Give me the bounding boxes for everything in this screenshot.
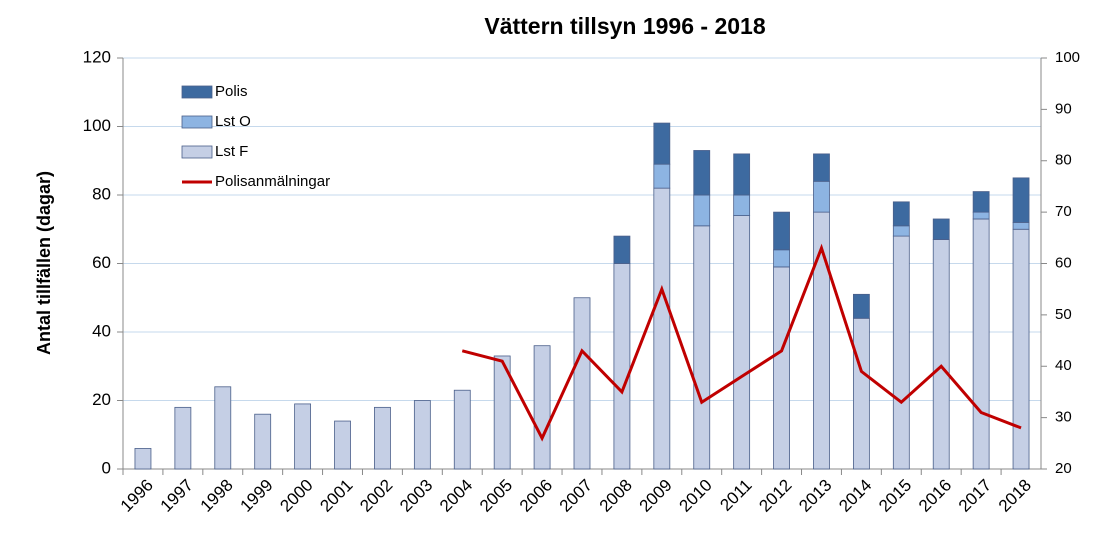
bar-segment: [773, 211, 790, 251]
y-tick-label: 0: [102, 458, 111, 477]
x-tick-label: 2005: [476, 476, 516, 516]
y-tick-label: 20: [92, 390, 111, 409]
x-tick-label: 2009: [636, 476, 676, 516]
legend-label: Polis: [215, 83, 248, 100]
bar-segment: [453, 389, 471, 470]
x-tick-label: 2000: [276, 476, 316, 516]
bar-segment: [693, 194, 711, 227]
bar-segment: [693, 150, 711, 196]
x-tick-label: 2011: [716, 476, 755, 515]
x-tick-label: 1996: [117, 476, 157, 516]
chart-title: Vättern tillsyn 1996 - 2018: [484, 13, 765, 39]
bar-segment: [493, 355, 511, 470]
bar-segment: [773, 266, 790, 470]
x-tick-label: 2006: [516, 476, 556, 516]
bar-segment: [334, 420, 351, 470]
y-tick-label: 120: [83, 47, 111, 66]
x-tick-label: 2010: [676, 476, 716, 516]
x-tick-label: 2012: [755, 476, 795, 516]
bar-segment: [134, 448, 152, 470]
y2-tick-label: 100: [1055, 49, 1080, 66]
y-axis-label: Antal tillfällen (dagar): [34, 171, 54, 355]
bar-segment: [972, 191, 990, 213]
y-tick-label: 100: [83, 116, 111, 135]
bar-segment: [892, 235, 910, 470]
bar-segment: [892, 201, 910, 227]
x-tick-label: 2015: [875, 476, 915, 516]
bar-segment: [852, 317, 870, 470]
y2-tick-label: 70: [1055, 203, 1072, 220]
bar-segment: [852, 293, 870, 319]
x-tick-label: 1998: [197, 476, 237, 516]
x-tick-label: 2013: [795, 476, 835, 516]
bar-segment: [294, 403, 312, 470]
bar-segment: [733, 153, 751, 196]
y2-tick-label: 40: [1055, 357, 1072, 374]
x-tick-label: 2004: [436, 476, 476, 516]
y-tick-label: 40: [92, 321, 111, 340]
x-tick-label: 2018: [995, 476, 1035, 516]
bar-segment: [733, 194, 751, 216]
legend-swatch: [181, 145, 213, 159]
x-tick-label: 2003: [396, 476, 436, 516]
bar-segment: [374, 406, 391, 470]
x-tick-label: 2016: [915, 476, 955, 516]
bar-segment: [1012, 228, 1030, 470]
bar-segment: [613, 235, 631, 264]
x-tick-label: 1997: [157, 476, 197, 516]
bar-segment: [932, 239, 950, 470]
bar-segment: [932, 218, 950, 240]
bar-segment: [972, 211, 990, 220]
y2-tick-label: 20: [1055, 460, 1072, 477]
x-tick-label: 2008: [596, 476, 636, 516]
bar-segment: [653, 187, 671, 470]
bar-segment: [972, 218, 990, 470]
y2-tick-label: 80: [1055, 152, 1072, 169]
x-tick-label: 2001: [316, 476, 356, 516]
x-tick-label: 2002: [356, 476, 396, 516]
legend-label: Lst O: [215, 113, 251, 130]
x-tick-label: 1999: [237, 476, 277, 516]
bar-segment: [653, 163, 671, 189]
bar-segment: [813, 180, 830, 213]
bar-segment: [813, 153, 830, 182]
bar-segment: [613, 263, 631, 470]
y-tick-label: 80: [92, 184, 111, 203]
x-tick-label: 2014: [835, 476, 875, 516]
bar-segment: [1012, 177, 1030, 223]
y2-tick-label: 60: [1055, 254, 1072, 271]
bar-segment: [174, 406, 192, 470]
legend-label: Lst F: [215, 143, 248, 160]
bar-segment: [773, 249, 790, 268]
y-tick-label: 60: [92, 253, 111, 272]
legend-swatch: [181, 115, 213, 129]
legend-label: Polisanmälningar: [215, 173, 330, 190]
bar-segment: [1012, 221, 1030, 230]
legend-swatch: [181, 85, 213, 99]
x-tick-label: 2007: [556, 476, 596, 516]
y2-tick-label: 90: [1055, 100, 1072, 117]
line: [461, 243, 1022, 442]
bar-segment: [413, 400, 431, 470]
x-tick-label: 2017: [955, 476, 995, 516]
y2-tick-label: 30: [1055, 409, 1072, 426]
bar-segment: [254, 413, 272, 470]
bar-segment: [733, 215, 751, 470]
bar-segment: [573, 297, 591, 470]
bar-segment: [533, 345, 551, 470]
y2-tick-label: 50: [1055, 306, 1072, 323]
bar-segment: [693, 225, 711, 470]
bar-segment: [214, 386, 232, 470]
bar-segment: [653, 122, 671, 165]
bar-segment: [892, 225, 910, 237]
